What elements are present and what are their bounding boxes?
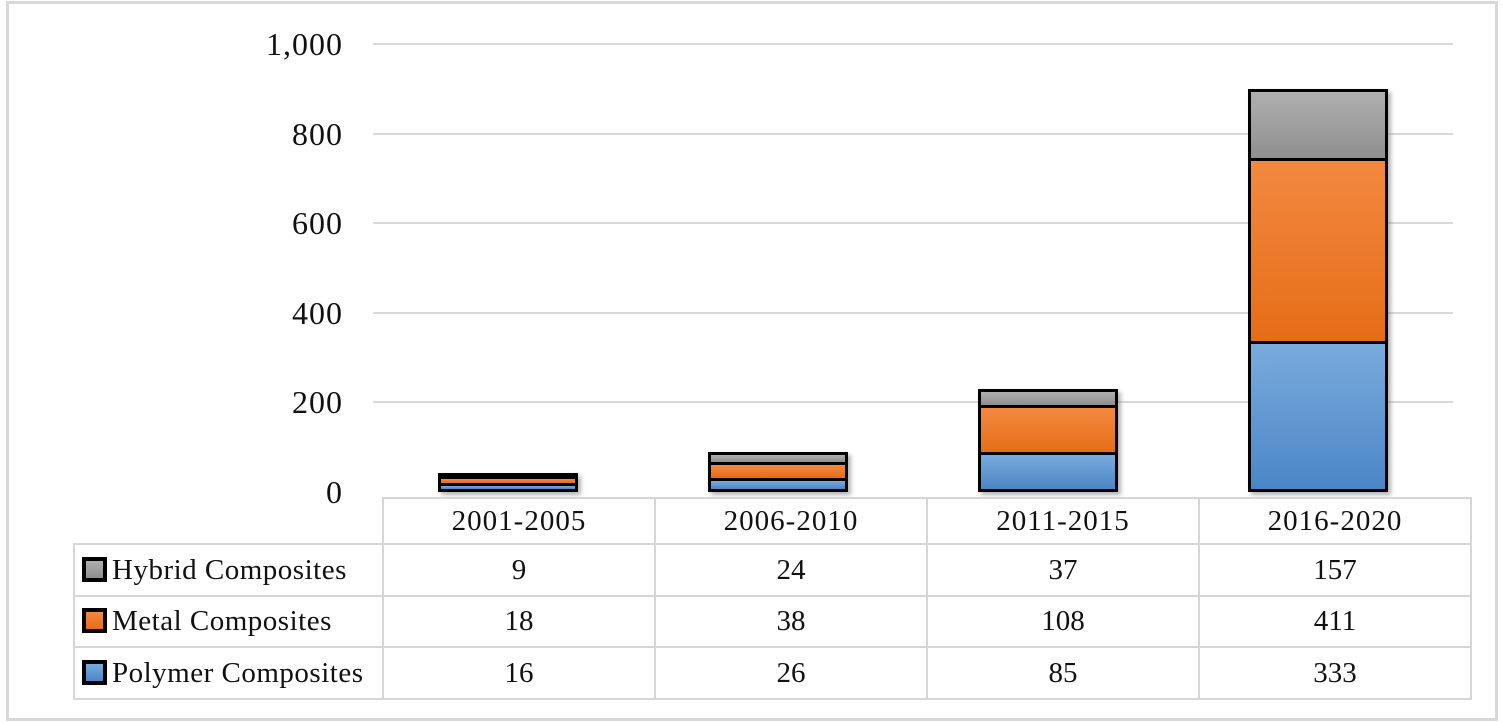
value-cell: 38 (654, 595, 928, 648)
legend-swatch-polymer-composites (82, 659, 107, 685)
table-row: Hybrid Composites 9 24 37 157 (73, 543, 1472, 597)
value-cell: 157 (1198, 543, 1472, 597)
category-label: 2006-2010 (723, 504, 859, 537)
value-cell: 411 (1198, 595, 1472, 648)
bar-stack-2001-2005 (438, 473, 578, 492)
category-label: 2001-2005 (451, 504, 587, 537)
bar-segment-polymer-composites (708, 478, 848, 492)
table-row: Metal Composites 18 38 108 411 (73, 595, 1472, 648)
legend-cell-hybrid-composites: Hybrid Composites (73, 543, 384, 597)
table-header-cell-2011-2015: 2011-2015 (926, 497, 1200, 545)
y-axis-tick-label: 400 (292, 294, 343, 331)
y-axis-tick-label: 1,000 (266, 26, 343, 62)
bar-segment-metal-composites (1248, 158, 1388, 344)
y-axis-tick-label: 200 (292, 384, 343, 421)
table-header-cell-2016-2020: 2016-2020 (1198, 497, 1472, 545)
data-table: 2001-2005 2006-2010 2011-2015 2016-2020 Hybr… (73, 497, 1472, 700)
category-label: 2011-2015 (996, 504, 1130, 537)
gridline-400 (373, 311, 1453, 314)
legend-label: Metal Composites (112, 605, 332, 637)
legend-swatch-hybrid-composites (82, 556, 107, 582)
gridline-800 (373, 132, 1453, 135)
bar-stack-2011-2015 (978, 389, 1118, 492)
category-label: 2016-2020 (1267, 504, 1403, 537)
legend-swatch-metal-composites (82, 608, 107, 633)
table-corner-cell (74, 498, 383, 544)
bar-stack-2016-2020 (1248, 89, 1388, 492)
bar-stack-2006-2010 (708, 452, 848, 492)
gridline-1000 (373, 43, 1453, 45)
value-cell: 24 (654, 543, 928, 597)
legend-cell-metal-composites: Metal Composites (73, 595, 384, 648)
table-row: Polymer Composites 16 26 85 333 (73, 646, 1472, 700)
bar-segment-polymer-composites (978, 452, 1118, 492)
value-cell: 18 (382, 595, 656, 648)
y-axis-tick-label: 600 (292, 205, 343, 242)
gridline-200 (373, 401, 1453, 404)
legend-label: Polymer Composites (112, 656, 364, 689)
bar-segment-metal-composites (978, 405, 1118, 455)
legend-cell-polymer-composites: Polymer Composites (73, 646, 384, 700)
data-table-body: 2001-2005 2006-2010 2011-2015 2016-2020 Hybr… (73, 497, 1472, 700)
table-header-cell-2001-2005: 2001-2005 (382, 497, 656, 545)
plot-area: 0 200 400 600 800 1,000 (266, 26, 1453, 508)
table-row: 2001-2005 2006-2010 2011-2015 2016-2020 (74, 497, 1472, 545)
bar-segment-polymer-composites (438, 483, 578, 492)
value-cell: 26 (654, 646, 928, 700)
value-cell: 108 (926, 595, 1200, 648)
bar-segment-hybrid-composites (1248, 89, 1388, 161)
bar-segment-polymer-composites (1248, 341, 1388, 492)
gridline-600 (373, 222, 1453, 225)
value-cell: 37 (926, 543, 1200, 597)
table-header-cell-2006-2010: 2006-2010 (654, 497, 928, 545)
value-cell: 85 (926, 646, 1200, 700)
value-cell: 9 (382, 543, 656, 597)
value-cell: 16 (382, 646, 656, 700)
legend-label: Hybrid Composites (112, 553, 347, 586)
value-cell: 333 (1198, 646, 1472, 700)
y-axis-tick-label: 800 (292, 115, 343, 152)
y-axis-tick-label: 0 (326, 474, 343, 510)
